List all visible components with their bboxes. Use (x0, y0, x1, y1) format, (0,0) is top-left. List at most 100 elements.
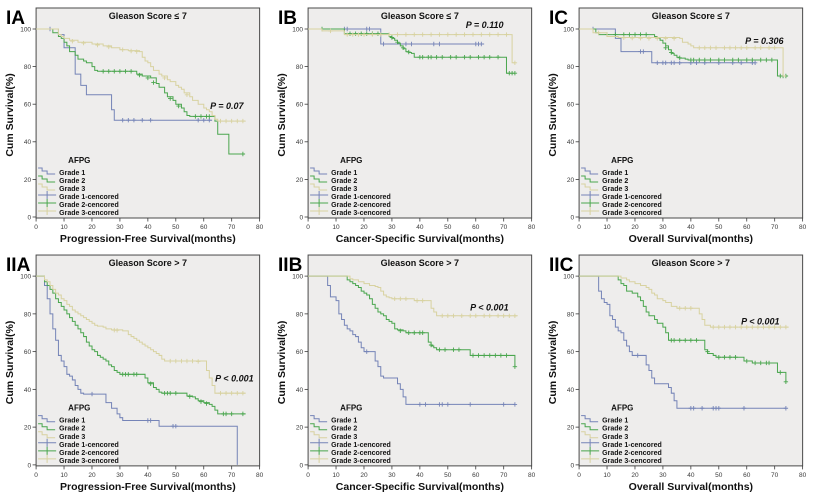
panel-label: IIB (278, 255, 302, 276)
x-tick-label: 50 (716, 472, 724, 479)
panel-IIA: 0 10 20 30 40 50 60 70 80 0 20 40 60 80 100 Gleason Sco… (0, 247, 272, 495)
y-tick-label: 80 (295, 64, 303, 71)
legend-censored-icon (309, 207, 328, 215)
y-tick-label: 60 (295, 349, 303, 356)
km-plot-IB: 0 10 20 30 40 50 60 70 80 0 20 40 60 80 100 Gleason Sco… (276, 7, 535, 245)
x-tick-label: 30 (388, 472, 396, 479)
x-tick-label: 30 (116, 224, 124, 231)
legend-censored-icon (581, 207, 600, 215)
legend-censored-icon (309, 191, 328, 199)
x-tick-label: 70 (500, 472, 508, 479)
x-tick-label: 40 (144, 472, 152, 479)
km-plot-IC: 0 10 20 30 40 50 60 70 80 0 20 40 60 80 100 Gleason Sco… (547, 7, 807, 245)
y-tick-label: 40 (567, 387, 575, 394)
censor-marks-grade-3 (392, 296, 517, 318)
p-value-label: P = 0.07 (210, 101, 244, 111)
legend-censored-icon (309, 438, 328, 447)
y-tick-label: 40 (24, 387, 32, 394)
km-plot-IIC: 0 10 20 30 40 50 60 70 80 0 20 40 60 80 100 Gleason Sco… (547, 254, 807, 493)
survival-curve-grade-3 (36, 28, 246, 122)
y-tick-label: 0 (299, 214, 303, 221)
x-axis-label: Progression-Free Survival(months) (60, 481, 236, 493)
x-tick-label: 40 (688, 472, 696, 479)
censor-marks-grade-1 (89, 391, 179, 429)
censor-marks-grade-1 (635, 353, 789, 411)
legend-censored-icon (581, 446, 600, 455)
legend-censored-icon (38, 199, 57, 207)
censor-marks-grade-1 (364, 349, 517, 407)
p-value-label: P < 0.001 (741, 316, 779, 326)
y-tick-label: 0 (27, 214, 31, 221)
legend-entry-label: Grade 2-cencored (331, 450, 391, 457)
y-tick-label: 100 (292, 274, 303, 281)
p-value-label: P < 0.001 (215, 374, 253, 384)
legend-entry-label: Grade 3-cencored (602, 458, 662, 465)
plot-title: Gleason Score ≤ 7 (380, 11, 458, 21)
x-tick-label: 30 (388, 224, 396, 231)
x-tick-label: 50 (172, 472, 180, 479)
survival-curve-grade-3 (36, 275, 246, 394)
legend-censored-icon (581, 191, 600, 199)
y-tick-label: 60 (567, 349, 575, 356)
legend-entry-label: Grade 2 (59, 178, 85, 185)
legend-censored-icon (309, 454, 328, 463)
x-tick-label: 50 (444, 472, 452, 479)
legend-line-icon (38, 175, 56, 183)
x-tick-label: 80 (256, 472, 264, 479)
censor-marks-grade-2 (100, 69, 246, 157)
legend-line-icon (581, 167, 599, 175)
censor-marks-grade-3 (327, 28, 517, 65)
x-axis-label: Cancer-Specific Survival(months) (335, 233, 503, 245)
x-tick-label: 70 (228, 224, 236, 231)
x-tick-label: 50 (444, 224, 452, 231)
legend-entry-label: Grade 2 (331, 426, 357, 433)
y-tick-label: 0 (27, 462, 31, 469)
x-tick-label: 0 (578, 224, 582, 231)
legend-entry-label: Grade 2-cencored (59, 450, 119, 457)
y-tick-label: 0 (299, 462, 303, 469)
survival-curve-grade-1 (36, 275, 238, 465)
x-tick-label: 60 (743, 224, 751, 231)
legend-entry-label: Grade 1-cencored (602, 194, 662, 201)
x-tick-label: 50 (172, 224, 180, 231)
x-tick-label: 10 (604, 224, 612, 231)
legend-title: AFPG (611, 156, 633, 165)
p-value-label: P = 0.306 (745, 36, 784, 46)
legend-censored-icon (38, 207, 57, 215)
legend-entry-label: Grade 2-cencored (331, 202, 391, 209)
x-tick-label: 70 (771, 224, 779, 231)
panel-IA: 0 10 20 30 40 50 60 70 80 0 20 40 60 80 100 Gleason Sco… (0, 0, 272, 247)
x-tick-label: 20 (88, 224, 96, 231)
legend-entry-label: Grade 3-cencored (59, 210, 119, 217)
x-tick-label: 70 (500, 224, 508, 231)
y-tick-label: 40 (295, 387, 303, 394)
y-tick-label: 100 (564, 274, 575, 281)
x-tick-label: 40 (688, 224, 696, 231)
legend-entry-label: Grade 2-cencored (59, 202, 119, 209)
legend-censored-icon (38, 446, 57, 455)
legend-entry-label: Grade 3-cencored (602, 210, 662, 217)
legend-entry-label: Grade 3-cencored (331, 210, 391, 217)
legend-line-icon (581, 175, 599, 183)
censor-marks-grade-3 (596, 30, 778, 50)
panel-label: IIC (549, 255, 574, 276)
x-tick-label: 60 (200, 224, 208, 231)
legend-line-icon (581, 431, 599, 439)
x-tick-label: 0 (34, 472, 38, 479)
plot-area (35, 254, 261, 467)
legend-line-icon (309, 415, 327, 423)
legend-line-icon (309, 183, 327, 191)
panel-label: IIA (6, 255, 31, 276)
legend-entry-label: Grade 1-cencored (331, 194, 391, 201)
legend-entry-label: Grade 1 (602, 418, 628, 425)
y-tick-label: 20 (567, 425, 575, 432)
legend-title: AFPG (611, 404, 633, 413)
legend-entry-label: Grade 3 (59, 186, 85, 193)
x-axis-label: Progression-Free Survival(months) (60, 233, 236, 245)
y-axis-label: Cum Survival(%) (276, 73, 288, 156)
legend-entry-label: Grade 2 (602, 178, 628, 185)
plot-area (578, 254, 804, 467)
legend-entry-label: Grade 3 (331, 186, 357, 193)
legend-title: AFPG (68, 404, 90, 413)
